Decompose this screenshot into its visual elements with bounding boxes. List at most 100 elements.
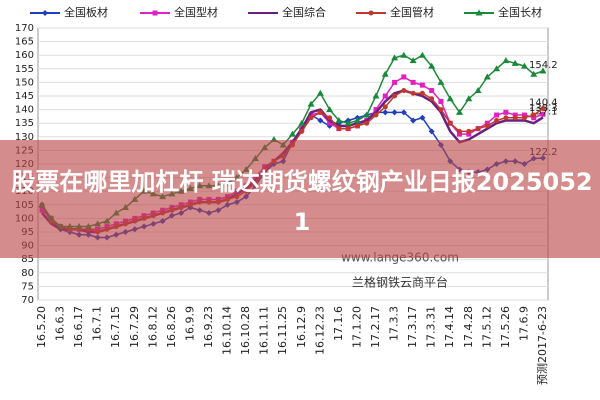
y-tick-label: 170: [15, 23, 34, 34]
marker: [391, 54, 399, 61]
y-tick-label: 165: [15, 37, 34, 48]
y-tick-label: 160: [15, 50, 34, 61]
marker: [345, 126, 351, 132]
marker: [531, 115, 537, 121]
marker: [457, 128, 462, 134]
y-tick-label: 130: [15, 132, 34, 143]
marker: [392, 79, 398, 85]
marker: [401, 74, 407, 80]
marker: [466, 128, 472, 134]
marker: [446, 95, 454, 102]
x-tick-label: 17.4.28: [462, 306, 475, 348]
marker: [373, 107, 379, 113]
marker: [368, 10, 374, 16]
x-tick-label: 17.1.6: [332, 306, 345, 341]
x-tick-label: 16.8.26: [165, 306, 178, 348]
marker: [428, 62, 436, 69]
x-tick-label: 16.12.9: [295, 306, 308, 348]
marker: [409, 57, 417, 64]
x-tick-label: 17.4.14: [443, 306, 456, 348]
marker: [540, 111, 546, 117]
x-tick-label: 17.1.20: [350, 306, 363, 348]
marker: [353, 116, 361, 123]
x-tick-label: 16.5.20: [35, 306, 48, 348]
marker: [400, 109, 407, 116]
marker: [503, 109, 509, 115]
marker: [428, 128, 435, 135]
marker: [494, 112, 500, 118]
x-tick-label: 17.3.17: [406, 306, 419, 348]
legend-label: 全国长材: [498, 5, 542, 19]
marker: [419, 82, 425, 88]
marker: [419, 90, 425, 96]
marker: [466, 131, 472, 137]
marker: [502, 57, 510, 64]
marker: [494, 117, 500, 123]
marker: [410, 90, 416, 96]
marker: [419, 114, 426, 121]
marker: [381, 70, 389, 77]
marker: [372, 92, 380, 99]
marker: [475, 9, 483, 16]
y-tick-label: 80: [21, 268, 34, 279]
marker: [521, 115, 527, 121]
marker: [308, 112, 314, 118]
legend-label: 全国管材: [390, 5, 434, 19]
marker: [437, 78, 445, 85]
marker: [382, 104, 388, 110]
x-tick-label: 16.6.17: [72, 306, 85, 348]
x-tick-label: 17.3.3: [388, 306, 401, 341]
x-tick-label: 17.2.17: [369, 306, 382, 348]
marker: [382, 93, 388, 99]
marker: [391, 109, 398, 116]
y-tick-label: 70: [21, 295, 34, 306]
marker: [42, 10, 48, 16]
marker: [344, 119, 352, 126]
x-tick-label: 16.10.14: [221, 306, 234, 355]
x-tick-label: 16.6.3: [54, 306, 67, 341]
marker: [438, 98, 444, 104]
x-tick-label: 17.5.26: [499, 306, 512, 348]
legend-label: 全国板材: [64, 5, 108, 19]
marker: [373, 112, 379, 118]
end-label: 137.1: [529, 106, 558, 117]
marker: [483, 73, 491, 80]
marker: [410, 117, 417, 124]
marker: [326, 106, 334, 113]
marker: [364, 120, 370, 126]
marker: [152, 10, 158, 16]
marker: [521, 112, 527, 118]
marker: [484, 123, 490, 129]
marker: [316, 89, 324, 96]
marker: [484, 120, 490, 126]
marker: [457, 131, 462, 137]
end-label: 140.4: [529, 98, 558, 109]
source: 兰格钢铁云商平台: [352, 275, 448, 290]
marker: [289, 130, 296, 137]
marker: [512, 112, 518, 118]
x-tick-label: 16.7.15: [109, 306, 122, 348]
y-tick-label: 135: [15, 118, 34, 129]
marker: [429, 88, 435, 94]
marker: [335, 116, 343, 123]
y-tick-label: 85: [21, 254, 34, 265]
legend-label: 全国型材: [174, 5, 218, 19]
y-tick-label: 140: [15, 105, 34, 116]
marker: [511, 59, 519, 66]
y-tick-label: 145: [15, 91, 34, 102]
marker: [540, 106, 546, 112]
x-tick-label: 16.11.25: [276, 306, 289, 355]
x-tick-label: 16.9.9: [183, 306, 196, 341]
marker: [530, 70, 538, 77]
x-tick-label: 16.7.29: [128, 306, 141, 348]
marker: [354, 123, 360, 129]
y-tick-label: 75: [21, 281, 34, 292]
marker: [327, 115, 333, 121]
marker: [336, 126, 342, 132]
marker: [392, 93, 398, 99]
legend-label: 全国综合: [282, 5, 326, 19]
marker: [539, 67, 547, 74]
x-tick-label: 17.5.12: [480, 306, 493, 348]
marker: [438, 107, 444, 113]
